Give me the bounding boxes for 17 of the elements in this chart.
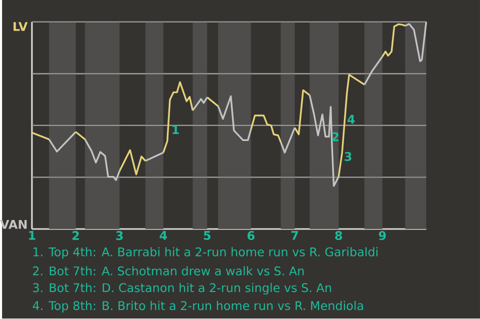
text: LV: [14, 22, 28, 32]
text: 4. Top 8th: B. Brito hit a 2-run home run vs R. Mendiola: [32, 301, 363, 313]
text: 1. Top 4th: A. Barrabi hit a 2-run home run vs R. Garibaldi: [34, 247, 378, 259]
annotation: 4: [348, 115, 355, 124]
x-tick-label: 6: [248, 231, 255, 240]
annotation: 3: [344, 152, 352, 162]
x-tick-label: 3: [116, 231, 123, 240]
annotation: 1: [172, 125, 179, 134]
x-tick-label: 2: [72, 231, 79, 240]
text: 2. Bot 7th: A. Schotman drew a walk vs S. An: [33, 266, 304, 276]
x-tick-label: 4: [160, 231, 167, 240]
x-tick-label: 1: [29, 231, 36, 240]
x-tick-label: 9: [378, 231, 386, 240]
x-tick-label: 7: [291, 231, 298, 240]
text: 3. Bot 7th: D. Castanon hit a 2-run single vs S. An: [33, 283, 332, 295]
x-tick-label: 8: [335, 231, 342, 240]
x-tick-label: 5: [204, 231, 210, 240]
